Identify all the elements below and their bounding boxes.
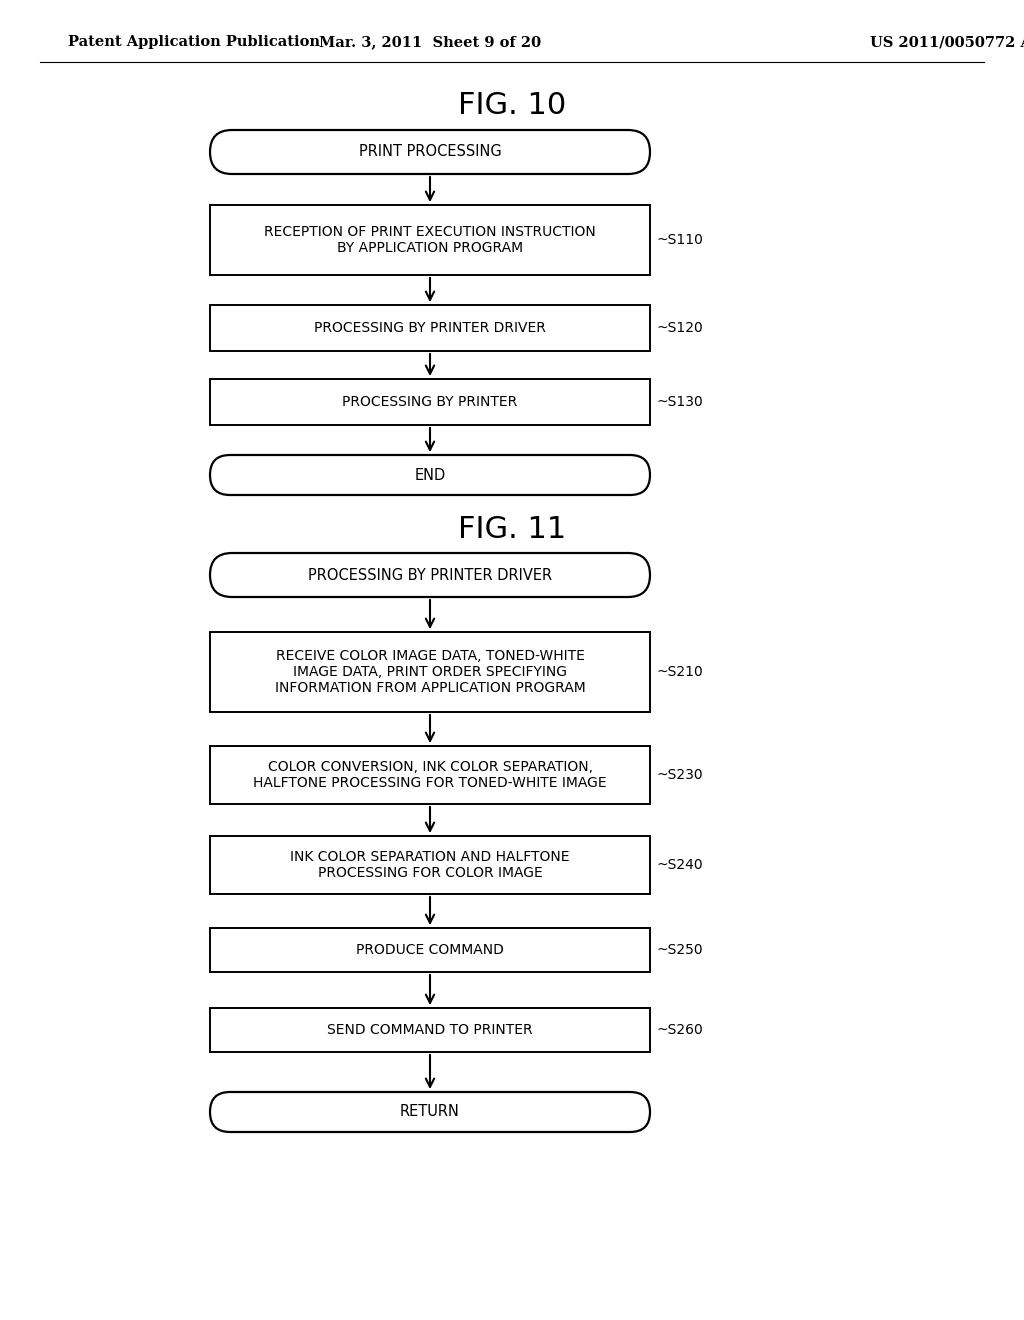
FancyBboxPatch shape bbox=[210, 928, 650, 972]
FancyBboxPatch shape bbox=[210, 1008, 650, 1052]
Text: PROCESSING BY PRINTER DRIVER: PROCESSING BY PRINTER DRIVER bbox=[308, 568, 552, 582]
Text: PROCESSING BY PRINTER DRIVER: PROCESSING BY PRINTER DRIVER bbox=[314, 321, 546, 335]
FancyBboxPatch shape bbox=[210, 205, 650, 275]
FancyBboxPatch shape bbox=[210, 746, 650, 804]
Text: US 2011/0050772 A1: US 2011/0050772 A1 bbox=[870, 36, 1024, 49]
Text: Patent Application Publication: Patent Application Publication bbox=[68, 36, 319, 49]
FancyBboxPatch shape bbox=[210, 129, 650, 174]
Text: RETURN: RETURN bbox=[400, 1105, 460, 1119]
FancyBboxPatch shape bbox=[210, 632, 650, 711]
Text: INK COLOR SEPARATION AND HALFTONE
PROCESSING FOR COLOR IMAGE: INK COLOR SEPARATION AND HALFTONE PROCES… bbox=[290, 850, 569, 880]
FancyBboxPatch shape bbox=[210, 1092, 650, 1133]
Text: ~S260: ~S260 bbox=[656, 1023, 702, 1038]
Text: COLOR CONVERSION, INK COLOR SEPARATION,
HALFTONE PROCESSING FOR TONED-WHITE IMAG: COLOR CONVERSION, INK COLOR SEPARATION, … bbox=[253, 760, 607, 791]
FancyBboxPatch shape bbox=[210, 305, 650, 351]
FancyBboxPatch shape bbox=[210, 553, 650, 597]
Text: ~S130: ~S130 bbox=[656, 395, 702, 409]
Text: ~S110: ~S110 bbox=[656, 234, 702, 247]
Text: RECEIVE COLOR IMAGE DATA, TONED-WHITE
IMAGE DATA, PRINT ORDER SPECIFYING
INFORMA: RECEIVE COLOR IMAGE DATA, TONED-WHITE IM… bbox=[274, 649, 586, 696]
Text: ~S240: ~S240 bbox=[656, 858, 702, 873]
Text: ~S250: ~S250 bbox=[656, 942, 702, 957]
Text: END: END bbox=[415, 467, 445, 483]
Text: FIG. 11: FIG. 11 bbox=[458, 516, 566, 544]
FancyBboxPatch shape bbox=[210, 836, 650, 894]
Text: ~S120: ~S120 bbox=[656, 321, 702, 335]
Text: RECEPTION OF PRINT EXECUTION INSTRUCTION
BY APPLICATION PROGRAM: RECEPTION OF PRINT EXECUTION INSTRUCTION… bbox=[264, 224, 596, 255]
FancyBboxPatch shape bbox=[210, 455, 650, 495]
Text: FIG. 10: FIG. 10 bbox=[458, 91, 566, 120]
Text: ~S230: ~S230 bbox=[656, 768, 702, 781]
Text: PRINT PROCESSING: PRINT PROCESSING bbox=[358, 144, 502, 160]
Text: Mar. 3, 2011  Sheet 9 of 20: Mar. 3, 2011 Sheet 9 of 20 bbox=[318, 36, 541, 49]
Text: ~S210: ~S210 bbox=[656, 665, 702, 678]
FancyBboxPatch shape bbox=[210, 379, 650, 425]
Text: PROCESSING BY PRINTER: PROCESSING BY PRINTER bbox=[342, 395, 517, 409]
Text: SEND COMMAND TO PRINTER: SEND COMMAND TO PRINTER bbox=[328, 1023, 532, 1038]
Text: PRODUCE COMMAND: PRODUCE COMMAND bbox=[356, 942, 504, 957]
